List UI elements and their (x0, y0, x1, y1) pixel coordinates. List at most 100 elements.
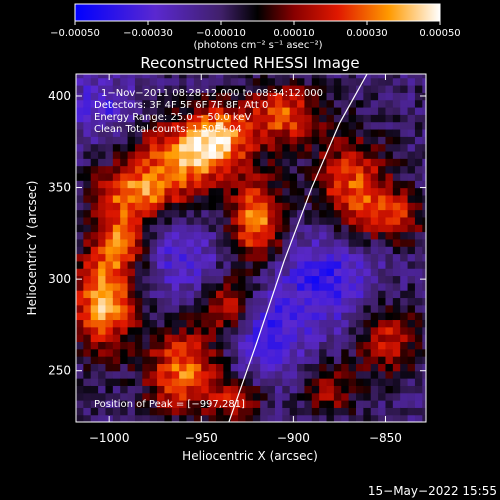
heatmap-cell (201, 407, 210, 416)
heatmap-cell (252, 238, 261, 247)
heatmap-cell (311, 202, 320, 211)
heatmap-cell (326, 385, 335, 394)
heatmap-cell (378, 92, 387, 101)
heatmap-cell (193, 268, 202, 277)
heatmap-cell (267, 224, 276, 233)
heatmap-cell (208, 414, 217, 422)
heatmap-cell (179, 114, 188, 123)
heatmap-cell (193, 165, 202, 174)
heatmap-cell (179, 385, 188, 394)
heatmap-cell (245, 290, 254, 299)
heatmap-cell (252, 253, 261, 262)
heatmap-cell (341, 143, 350, 152)
heatmap-cell (363, 334, 372, 343)
heatmap-cell (422, 224, 426, 233)
heatmap-cell (267, 121, 276, 130)
heatmap-cell (348, 260, 357, 269)
heatmap-cell (414, 370, 423, 379)
heatmap-cell (98, 150, 107, 159)
heatmap-cell (356, 312, 364, 321)
heatmap-cell (392, 246, 401, 255)
heatmap-cell (363, 209, 372, 218)
heatmap-cell (260, 253, 269, 262)
heatmap-cell (392, 114, 401, 123)
heatmap-cell (98, 312, 107, 321)
heatmap-cell (98, 319, 107, 328)
heatmap-cell (120, 99, 129, 108)
heatmap-cell (193, 143, 202, 152)
heatmap-cell (267, 319, 276, 328)
heatmap-cell (216, 194, 224, 203)
heatmap-cell (179, 158, 188, 167)
heatmap-cell (186, 297, 195, 306)
heatmap-cell (326, 231, 335, 240)
heatmap-cell (407, 136, 416, 145)
heatmap-cell (171, 348, 180, 357)
heatmap-cell (326, 348, 335, 357)
heatmap-cell (407, 158, 416, 167)
heatmap-cell (378, 216, 387, 225)
heatmap-cell (274, 202, 283, 211)
heatmap-cell (341, 312, 350, 321)
heatmap-cell (333, 99, 342, 108)
heatmap-cell (400, 121, 409, 130)
heatmap-cell (230, 202, 239, 211)
heatmap-cell (267, 231, 276, 240)
heatmap-cell (134, 114, 143, 123)
heatmap-cell (267, 392, 276, 401)
heatmap-cell (333, 143, 342, 152)
heatmap-cell (407, 370, 416, 379)
heatmap-cell (127, 290, 136, 299)
heatmap-cell (230, 74, 239, 79)
heatmap-cell (252, 216, 261, 225)
heatmap-cell (333, 363, 342, 372)
heatmap-cell (385, 326, 394, 335)
heatmap-cell (134, 275, 143, 284)
heatmap-cell (363, 74, 372, 79)
heatmap-cell (120, 370, 129, 379)
heatmap-cell (179, 400, 188, 408)
heatmap-cell (282, 99, 291, 108)
heatmap-cell (274, 99, 283, 108)
heatmap-cell (319, 202, 328, 211)
heatmap-cell (208, 290, 217, 299)
heatmap-cell (348, 414, 357, 422)
x-tick-label: −900 (277, 431, 310, 445)
heatmap-cell (149, 282, 158, 291)
heatmap-cell (363, 304, 372, 313)
heatmap-cell (208, 253, 217, 262)
heatmap-cell (208, 224, 217, 233)
heatmap-cell (311, 392, 320, 401)
info-energy-range: Energy Range: 25.0 − 50.0 keV (94, 112, 251, 123)
heatmap-cell (414, 246, 423, 255)
heatmap-cell (304, 231, 313, 240)
heatmap-cell (289, 136, 298, 145)
colorbar-tick-label: −0.00050 (50, 28, 100, 39)
heatmap-cell (297, 209, 306, 218)
heatmap-cell (98, 363, 107, 372)
heatmap-cell (90, 378, 99, 386)
heatmap-cell (245, 224, 254, 233)
heatmap-cell (297, 231, 306, 240)
heatmap-cell (98, 385, 107, 394)
heatmap-cell (127, 84, 136, 93)
heatmap-cell (348, 106, 357, 115)
heatmap-cell (319, 356, 328, 364)
heatmap-cell (326, 268, 335, 277)
heatmap-cell (407, 128, 416, 137)
heatmap-cell (171, 202, 180, 211)
heatmap-cell (267, 194, 276, 203)
heatmap-cell (341, 209, 350, 218)
heatmap-cell (83, 385, 92, 394)
heatmap-cell (252, 282, 261, 291)
heatmap-cell (341, 158, 350, 167)
heatmap-cell (149, 297, 158, 306)
heatmap-cell (400, 165, 409, 174)
heatmap-cell (297, 304, 306, 313)
heatmap-cell (238, 246, 247, 255)
heatmap-cell (142, 224, 151, 233)
heatmap-cell (304, 268, 313, 277)
heatmap-cell (245, 114, 254, 123)
heatmap-cell (245, 246, 254, 255)
heatmap-cell (370, 290, 379, 299)
